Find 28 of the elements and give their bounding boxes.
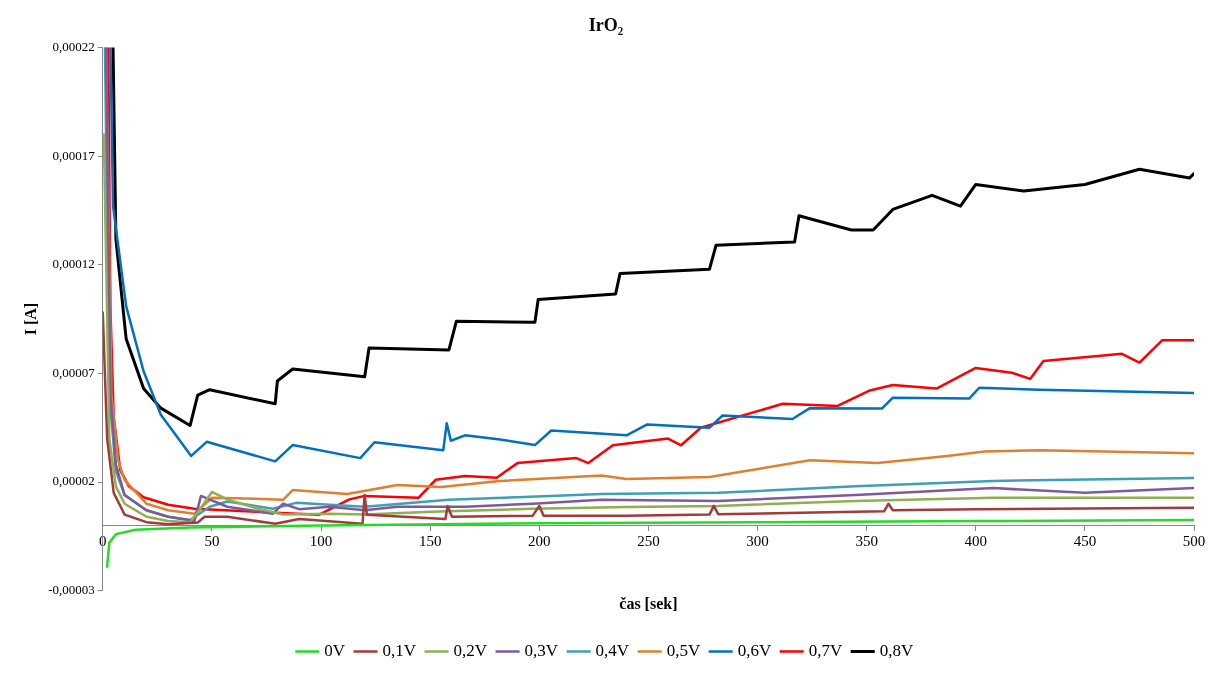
y-tick-label: -0,00003 [48, 582, 95, 598]
y-tick-label: 0,00007 [52, 364, 96, 380]
legend-label: 0,8V [879, 640, 914, 660]
x-tick-label: 400 [964, 533, 988, 550]
legend-label: 0,5V [666, 640, 701, 660]
legend-label: 0,7V [808, 640, 843, 660]
y-axis-title: I [A] [21, 302, 39, 336]
x-tick-label: 200 [528, 533, 551, 550]
x-tick-label: 450 [1073, 533, 1097, 550]
y-tick-label: 0,00012 [52, 256, 95, 272]
y-tick-label: 0,00022 [52, 39, 95, 55]
chart-title: IrO₂ [588, 15, 624, 36]
legend-label: 0,1V [382, 640, 417, 660]
legend-label: 0,3V [524, 640, 559, 660]
legend-label: 0,4V [595, 640, 630, 660]
y-tick-label: 0,00017 [52, 147, 96, 163]
x-tick-label: 50 [204, 533, 220, 550]
x-tick-label: 250 [637, 533, 660, 550]
x-tick-label: 150 [418, 533, 442, 550]
legend-label: 0,6V [737, 640, 772, 660]
x-tick-label: 350 [855, 533, 878, 550]
y-tick-label: 0,00002 [52, 473, 95, 489]
x-tick-label: 300 [746, 533, 769, 550]
x-tick-label: 100 [309, 533, 333, 550]
legend-label: 0,2V [453, 640, 488, 660]
x-axis-title: čas [sek] [619, 594, 678, 612]
x-tick-label: 500 [1182, 533, 1206, 550]
legend-label: 0V [324, 640, 346, 660]
